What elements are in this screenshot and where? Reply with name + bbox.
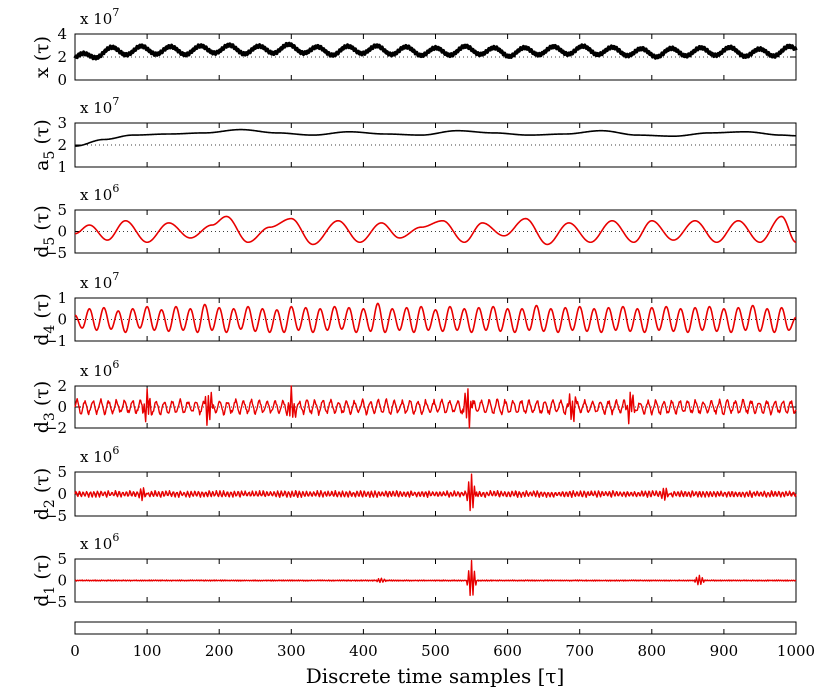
axis-exponent: x 107: [80, 270, 119, 292]
y-tick-label: 1: [57, 158, 67, 176]
y-tick-label: 4: [57, 25, 67, 43]
subplot-6: 5 0 −5 x 106 d2 (τ): [31, 444, 797, 525]
x-tick-label: 800: [637, 642, 666, 660]
y-axis-label: d3 (τ): [31, 381, 58, 433]
y-tick-label: 5: [57, 201, 67, 219]
y-tick-label: 1: [57, 289, 67, 307]
series-line: [74, 128, 797, 147]
axis-exponent: x 107: [80, 95, 119, 117]
subplot-5: 2 0 −2 x 106 d3 (τ): [31, 358, 797, 437]
y-tick-label: −5: [45, 507, 67, 525]
x-tick-label: 1000: [777, 642, 815, 660]
axis-exponent: x 106: [80, 358, 119, 380]
x-tick-label: 700: [565, 642, 594, 660]
series-line: [73, 41, 798, 61]
x-axis-ticks: 0 100 200 300 400 500 600 700 800 900 1000: [70, 629, 815, 660]
y-tick-label: −5: [45, 244, 67, 262]
y-tick-label: 5: [57, 550, 67, 568]
axis-exponent: x 107: [80, 6, 119, 28]
y-tick-label: 5: [57, 463, 67, 481]
y-tick-label: 2: [57, 48, 67, 66]
y-tick-label: 0: [57, 71, 67, 89]
y-axis-label: a5 (τ): [31, 119, 58, 171]
series-line: [74, 215, 797, 246]
y-tick-label: −5: [45, 593, 67, 611]
y-tick-label: 0: [57, 572, 67, 590]
y-tick-label: 2: [57, 377, 67, 395]
x-tick-label: 200: [205, 642, 234, 660]
subplot-3: 5 0 −5 x 106 d5 (τ): [31, 182, 797, 262]
y-axis-label: d2 (τ): [31, 468, 58, 520]
x-tick-label: 400: [349, 642, 378, 660]
y-axis-label: d5 (τ): [31, 205, 58, 257]
y-tick-label: 0: [57, 223, 67, 241]
subplot-panels: 4 2 0 x 107 x (τ) 3 2 1 x 107 a5 (τ) 5 0 −5 x 106 d5 (…: [31, 6, 798, 611]
y-tick-label: −2: [45, 419, 67, 437]
x-axis-label: Discrete time samples [τ]: [306, 664, 565, 688]
x-tick-label: 0: [70, 642, 80, 660]
x-tick-label: 900: [710, 642, 739, 660]
series-line: [74, 473, 797, 512]
x-tick-label: 500: [421, 642, 450, 660]
subplot-7: 5 0 −5 x 106 d1 (τ): [31, 531, 797, 611]
y-axis-label: x (τ): [31, 36, 53, 78]
y-axis-label: d1 (τ): [31, 554, 58, 606]
axis-exponent: x 106: [80, 444, 119, 466]
series-line: [74, 302, 797, 334]
axis-exponent: x 106: [80, 531, 119, 553]
axis-exponent: x 106: [80, 182, 119, 204]
y-tick-label: 3: [57, 114, 67, 132]
y-tick-label: 2: [57, 136, 67, 154]
x-tick-label: 100: [133, 642, 162, 660]
y-axis-label: d4 (τ): [31, 293, 58, 345]
x-tick-label: 600: [493, 642, 522, 660]
y-tick-label: 0: [57, 398, 67, 416]
series-line: [74, 559, 797, 597]
x-tick-label: 300: [277, 642, 306, 660]
y-tick-label: 0: [57, 311, 67, 329]
subplot-4: 1 0 −1 x 107 d4 (τ): [31, 270, 797, 350]
y-tick-label: 0: [57, 485, 67, 503]
series-line: [74, 385, 797, 429]
subplot-1: 4 2 0 x 107 x (τ): [31, 6, 798, 89]
y-tick-label: −1: [45, 332, 67, 350]
subplot-2: 3 2 1 x 107 a5 (τ): [31, 95, 797, 176]
